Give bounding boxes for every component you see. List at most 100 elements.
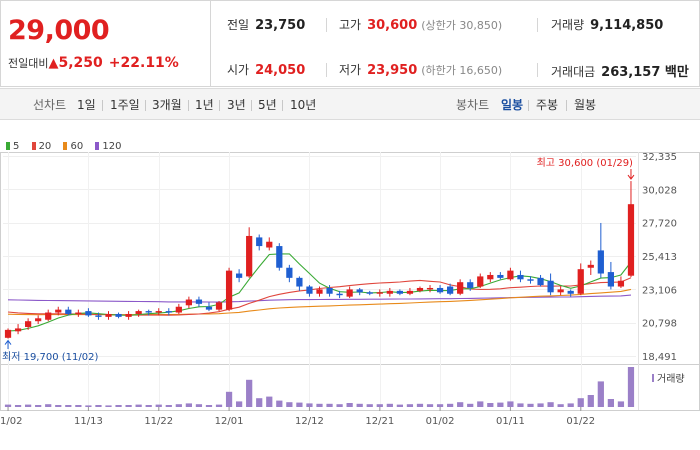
volume-bars: 거래량 bbox=[4, 367, 685, 407]
volume-bar bbox=[256, 398, 263, 407]
volume-bar bbox=[286, 402, 293, 407]
volume-bar bbox=[497, 402, 504, 407]
candle-body bbox=[527, 279, 534, 281]
candle bbox=[75, 309, 82, 317]
tab-line-1w[interactable]: 1주일 bbox=[110, 98, 140, 112]
volume-bar bbox=[597, 381, 604, 407]
tab-candle-daily[interactable]: 일봉 bbox=[501, 98, 524, 112]
trade-value-label: 거래대금 bbox=[551, 65, 596, 79]
candle-body bbox=[145, 311, 152, 313]
candle bbox=[557, 286, 564, 296]
candle bbox=[487, 272, 494, 283]
candle bbox=[426, 285, 434, 293]
volume-bar bbox=[386, 403, 393, 407]
tab-candle-weekly[interactable]: 주봉 bbox=[536, 98, 559, 112]
candle bbox=[85, 308, 92, 317]
candle bbox=[155, 308, 162, 316]
candle bbox=[507, 267, 514, 281]
candle-body bbox=[155, 311, 162, 313]
tab-line-1y[interactable]: 1년 bbox=[195, 98, 214, 112]
volume-bar bbox=[426, 404, 434, 407]
candle bbox=[547, 273, 554, 296]
trade-value-value: 263,157 백만 bbox=[601, 65, 689, 80]
volume-bar bbox=[607, 399, 614, 407]
candle bbox=[567, 289, 574, 297]
high-value: 30,600 bbox=[367, 18, 418, 33]
volume-value: 9,114,850 bbox=[590, 18, 664, 33]
tab-line-3m[interactable]: 3개월 bbox=[152, 98, 182, 112]
candle-body bbox=[286, 267, 293, 278]
candle-body bbox=[55, 309, 62, 313]
volume-bar bbox=[366, 404, 373, 407]
day-high: 고가 30,600 (상한가 30,850) bbox=[339, 16, 502, 33]
volume-bar bbox=[145, 405, 152, 407]
candle-body bbox=[236, 273, 243, 278]
tab-candle-monthly[interactable]: 월봉 bbox=[574, 98, 597, 112]
y-tick-label: 25,413 bbox=[642, 252, 677, 263]
x-tick-label: 01/02 bbox=[426, 416, 455, 427]
candle-body bbox=[4, 329, 12, 338]
tab-line-5y[interactable]: 5년 bbox=[258, 98, 277, 112]
volume-bar bbox=[356, 403, 363, 407]
candle bbox=[256, 234, 263, 251]
volume-bar bbox=[336, 404, 343, 407]
candle-body bbox=[276, 246, 283, 268]
candle bbox=[105, 311, 112, 320]
change-percent: +22.11% bbox=[108, 55, 179, 71]
candle bbox=[276, 243, 283, 271]
candle-body bbox=[547, 280, 554, 293]
ma5-line bbox=[7, 253, 632, 332]
trade-value: 거래대금 263,157 백만 bbox=[551, 61, 689, 80]
change-label: 전일대비 bbox=[8, 57, 49, 70]
tab-line-1d[interactable]: 1일 bbox=[77, 98, 96, 112]
volume-bar bbox=[487, 403, 494, 407]
volume-bar bbox=[125, 405, 132, 407]
candle bbox=[386, 287, 393, 297]
candle-body bbox=[567, 290, 574, 294]
y-tick-label: 20,798 bbox=[642, 319, 677, 330]
candle bbox=[326, 285, 333, 297]
volume-bar bbox=[85, 405, 92, 407]
legend-ma20[interactable]: 20 bbox=[31, 141, 51, 152]
candle-body bbox=[95, 315, 102, 317]
candle-body bbox=[396, 290, 403, 294]
volume-bar bbox=[225, 391, 233, 407]
legend-ma5[interactable]: 5 bbox=[6, 141, 19, 152]
candle-body bbox=[386, 290, 393, 294]
candle-body bbox=[14, 328, 22, 332]
tab-line-3y[interactable]: 3년 bbox=[227, 98, 246, 112]
candle-chart-group-label: 봉차트 bbox=[456, 98, 490, 112]
x-tick-label: 11/13 bbox=[74, 416, 103, 427]
candle bbox=[336, 290, 343, 299]
candle-body bbox=[336, 293, 343, 296]
candle-body bbox=[105, 313, 112, 317]
y-tick-label: 27,720 bbox=[642, 219, 677, 230]
volume-bar bbox=[185, 403, 192, 407]
candle bbox=[477, 273, 484, 288]
volume-bar bbox=[306, 403, 313, 407]
volume-bar bbox=[517, 403, 524, 407]
legend-ma60[interactable]: 60 bbox=[63, 141, 83, 152]
candle bbox=[296, 276, 303, 291]
candle-body bbox=[25, 321, 32, 327]
legend-ma120[interactable]: 120 bbox=[95, 141, 122, 152]
volume-bar bbox=[75, 405, 82, 407]
candle bbox=[517, 270, 524, 283]
candle bbox=[396, 289, 403, 296]
candle bbox=[467, 279, 474, 291]
candle bbox=[266, 237, 273, 251]
candle-body bbox=[627, 204, 635, 276]
volume-bar bbox=[55, 405, 62, 407]
candle bbox=[165, 308, 172, 316]
candle-body bbox=[597, 250, 604, 274]
candle bbox=[376, 289, 383, 297]
current-price-box: 29,000 전일대비▲5,250 +22.11% bbox=[1, 1, 211, 86]
candle-body bbox=[326, 287, 333, 294]
tab-line-10y[interactable]: 10년 bbox=[290, 98, 317, 112]
open-value: 24,050 bbox=[255, 63, 306, 78]
candle-body bbox=[246, 235, 253, 277]
candle-body bbox=[316, 289, 323, 294]
candles bbox=[4, 181, 635, 339]
open-label: 시가 bbox=[227, 63, 250, 77]
